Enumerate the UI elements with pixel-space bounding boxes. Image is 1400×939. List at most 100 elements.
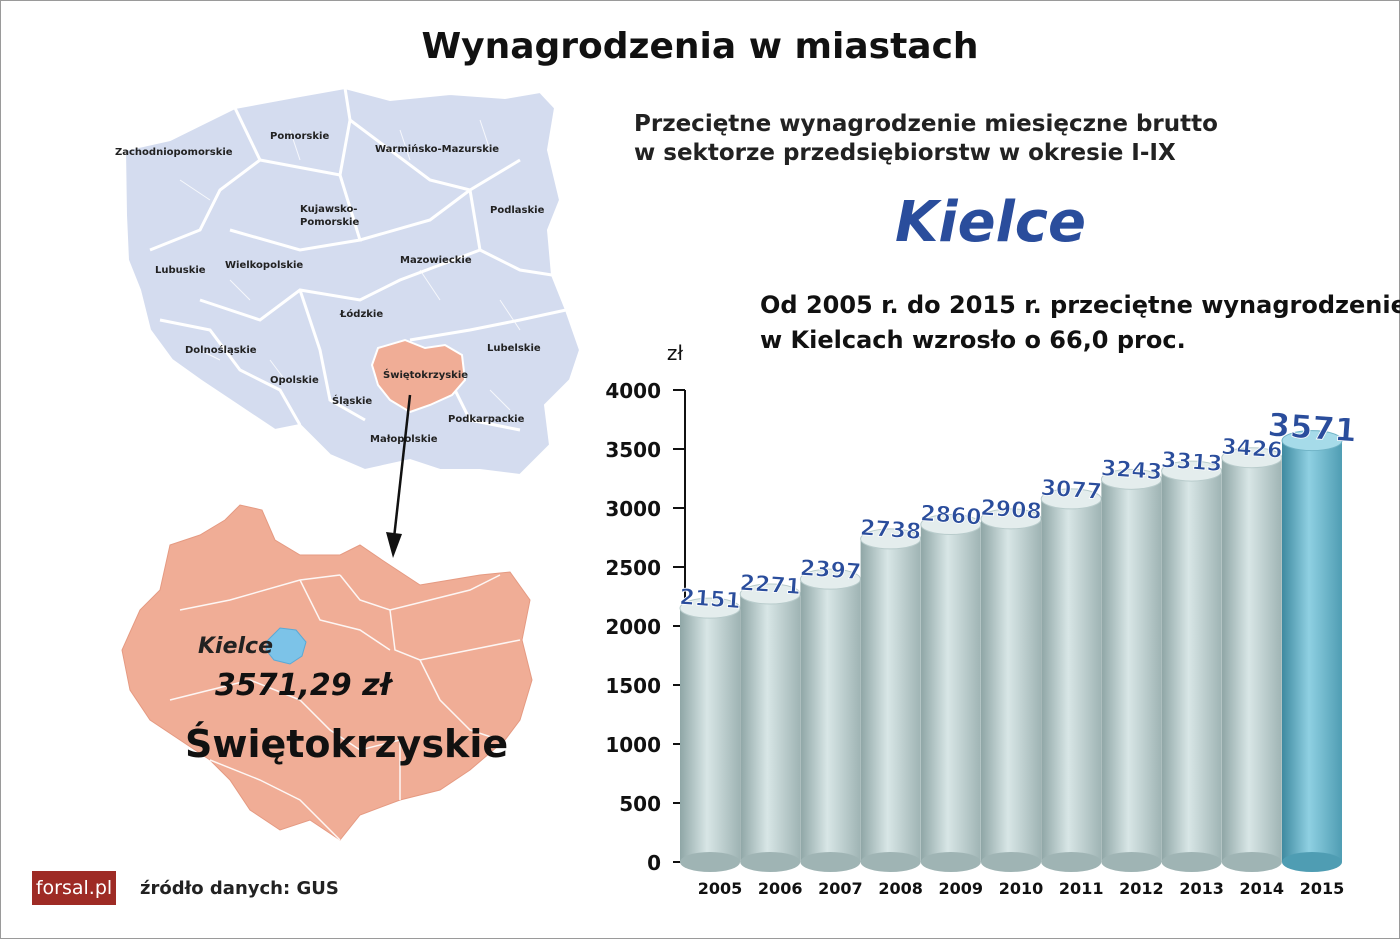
bar-base [740,852,801,872]
bar-top [1040,488,1102,510]
bar-value-label: 2271 [739,571,802,600]
bar-value-label: 3313 [1160,448,1223,477]
bar [1041,498,1102,862]
subtitle-line-1: Przeciętne wynagrodzenie miesięczne brut… [634,111,1218,137]
bar-value-label: 3243 [1100,456,1163,485]
bar-top [1100,468,1162,490]
bar-top [799,568,861,590]
bar-top [679,597,741,619]
x-tick-label: 2010 [999,879,1044,898]
chart-subtitle: Przeciętne wynagrodzenie miesięczne brut… [634,110,1334,168]
y-tick-label: 4000 [605,379,661,403]
region-label-slaskie: Śląskie [332,394,372,407]
poland-map: Zachodniopomorskie Pomorskie Warmińsko-M… [115,86,582,477]
x-tick-label: 2011 [1059,879,1104,898]
bar-base [981,852,1041,872]
x-tick-label: 2014 [1240,879,1285,898]
region-label-opolskie: Opolskie [270,375,319,386]
bar-value-label: 2860 [919,501,982,530]
region-label-lubelskie: Lubelskie [487,343,541,354]
x-tick-label: 2012 [1119,879,1164,898]
inset-city-label: Kielce [198,634,274,659]
region-label-lodzkie: Łódzkie [339,308,383,320]
y-tick-label: 3500 [605,438,661,462]
y-tick-label: 1000 [605,733,661,757]
region-label-warminsko-mazurskie: Warmińsko-Mazurskie [375,143,499,155]
bar [920,524,981,862]
region-label-kujawsko-pomorskie: Pomorskie [300,217,359,228]
y-tick-label: 0 [647,851,661,875]
poland-outline [123,86,582,477]
bar-base [860,852,921,872]
subtitle-line-2: w sektorze przedsiębiorstw w okresie I-I… [634,140,1176,166]
x-tick-label: 2008 [878,879,923,898]
bar-top [1221,447,1283,469]
bar-top [1161,460,1223,482]
kielce-city-shape [265,627,307,665]
swietokrzyskie-region [370,338,467,414]
bar-base [680,852,740,872]
y-tick-label: 3000 [605,497,661,521]
region-label-swietokrzyskie: Świętokrzyskie [383,368,468,381]
growth-line-1: Od 2005 r. do 2015 r. przeciętne wynagro… [760,291,1400,319]
bar [1221,457,1282,862]
bar-top [739,583,801,605]
region-label-podkarpackie: Podkarpackie [448,414,525,425]
y-tick-label: 2500 [605,556,661,580]
y-tick-label: 1500 [605,674,661,698]
region-label-podlaskie: Podlaskie [490,205,545,216]
y-axis-unit: zł [667,341,683,365]
y-tick-label: 2000 [605,615,661,639]
bar [680,608,740,862]
x-tick-label: 2009 [939,879,984,898]
bar-value-label: 2738 [859,516,922,545]
bar-top [860,528,922,550]
forsal-logo: forsal.pl [32,871,116,905]
bar-value-label: 2908 [980,496,1043,525]
bar-value-label: 2397 [799,556,862,585]
x-tick-label: 2013 [1179,879,1224,898]
source-note: źródło danych: GUS [140,878,339,899]
region-label-mazowieckie: Mazowieckie [400,255,472,266]
bar-base [920,852,981,872]
growth-note: Od 2005 r. do 2015 r. przeciętne wynagro… [760,288,1400,358]
bar-base [1101,852,1162,872]
bar [1282,440,1342,862]
bar [1101,479,1162,862]
bar-value-label: 3077 [1040,476,1103,505]
region-label-wielkopolskie: Wielkopolskie [225,260,303,271]
x-tick-label: 2007 [818,879,863,898]
bar-base [1282,852,1342,872]
bar [1161,471,1222,862]
region-label-dolnoslaskie: Dolnośląskie [185,344,257,356]
y-tick-label: 500 [619,792,661,816]
bar [860,538,921,862]
arrow [386,394,412,558]
growth-line-2: w Kielcach wzrosło o 66,0 proc. [760,326,1186,354]
region-label-pomorskie: Pomorskie [270,131,329,142]
page-title: Wynagrodzenia w miastach [421,26,979,67]
bar-value-label: 2151 [679,585,742,614]
bar-top [920,514,982,536]
bar-top [980,508,1042,530]
bar-base [1221,852,1282,872]
bar-value-label: 3426 [1220,435,1283,464]
city-name: Kielce [895,190,1086,255]
x-tick-label: 2005 [698,879,743,898]
bar-base [1041,852,1102,872]
x-tick-label: 2015 [1300,879,1345,898]
bar-top [1281,430,1343,452]
inset-region-map [121,504,533,841]
region-label-lubuskie: Lubuskie [155,265,206,276]
region-label-zachodniopomorskie: Zachodniopomorskie [115,147,233,158]
bar-base [1161,852,1222,872]
x-tick-label: 2006 [758,879,803,898]
region-label-kujawsko: Kujawsko- [300,204,357,215]
bar-value-label: 3571 [1267,406,1358,450]
bar-base [800,852,861,872]
inset-region-label: Świętokrzyskie [185,722,509,766]
bar [981,518,1041,862]
bar [740,594,801,862]
